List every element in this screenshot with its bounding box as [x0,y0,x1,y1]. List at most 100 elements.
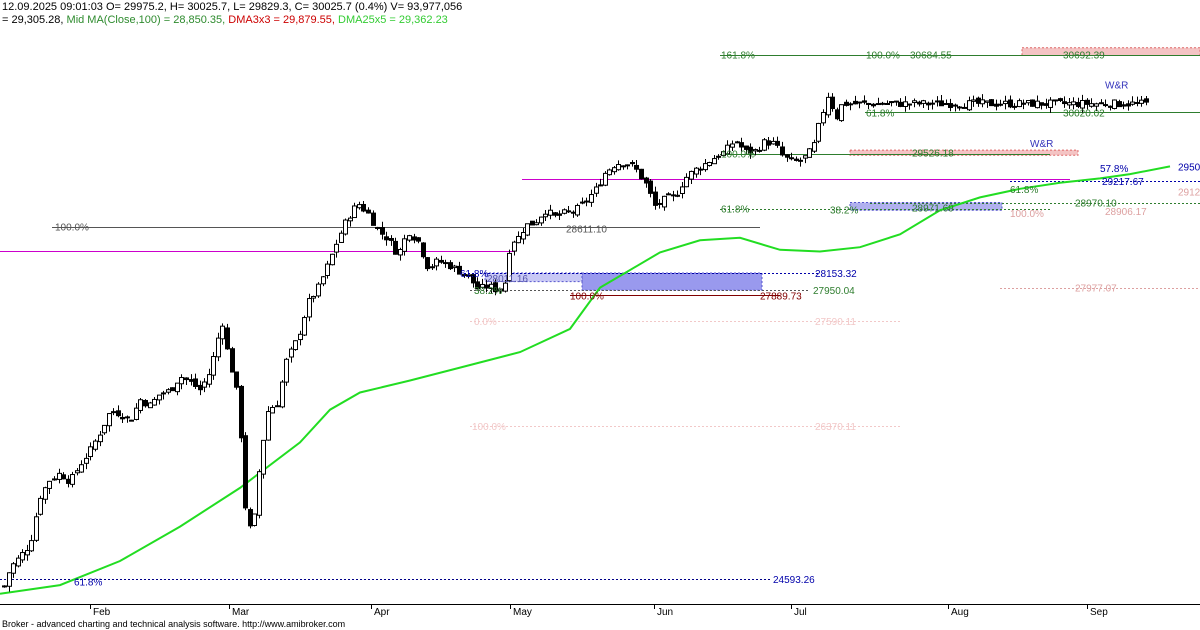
candle-body [912,100,917,104]
candle-body [616,164,621,171]
candle-body [989,99,994,107]
level-label: 38.2% [474,286,502,297]
candle-body [402,238,407,252]
level-label: 2912 [1178,187,1200,198]
candle-body [211,356,216,376]
candle-body [1008,99,1013,108]
candle-body [416,237,421,242]
candle-body [266,411,271,441]
candle-body [848,103,853,106]
candle-body [239,385,244,439]
candle-body [366,209,371,214]
candle-body [230,348,235,373]
candle-body [261,439,266,475]
candle-body [466,274,471,277]
level-label: 61.8% [721,205,749,216]
level-label: 30692.39 [1063,51,1105,62]
candle-body [70,474,75,485]
candle-body [452,265,457,269]
candle-body [1044,103,1049,106]
candle-body [334,243,339,253]
candle-body [548,209,553,216]
candle-body [1048,99,1053,108]
level-label: 38.2% [830,205,858,216]
candle-body [1121,104,1126,107]
x-tick-label: Apr [374,607,390,618]
level-label: 29526.18 [912,149,954,160]
candle-body [866,102,871,105]
candle-body [1067,102,1072,106]
level-label: 61.8% [1010,185,1038,196]
candle-body [903,101,908,107]
candle-body [716,155,721,158]
candle-body [835,109,840,120]
candle-body [553,212,558,216]
candle-body [389,238,394,241]
candle-body [735,141,740,144]
candle-body [926,102,931,106]
candle-body [657,202,662,205]
candle-body [1085,99,1090,105]
level-label: 28153.32 [815,269,857,280]
candle-body [1062,101,1067,105]
level-label: 26370.11 [815,422,856,433]
candle-body [539,216,544,224]
candle-body [630,162,635,165]
price-zone [849,149,1079,156]
x-tick-label: Jul [794,607,807,618]
candle-body [885,102,890,105]
candle-body [1076,101,1081,107]
candle-body [816,122,821,142]
candle-body [448,262,453,270]
candle-body [393,240,398,255]
candle-body [530,220,535,226]
dma3x3-readout: DMA3x3 = 29,879.55, [228,14,339,26]
candle-body [880,102,885,105]
candle-body [757,149,762,152]
candle-body [184,377,189,381]
candle-body [853,100,858,105]
candle-body [794,158,799,161]
candle-body [161,392,166,395]
candle-body [898,101,903,107]
candle-body [1053,99,1058,102]
candle-body [766,140,771,146]
candle-body [684,176,689,188]
candle-body [739,142,744,148]
level-label: 61.8% [460,269,488,280]
candle-body [826,96,831,116]
candle-body [207,374,212,385]
candle-body [375,226,380,229]
x-tick-label: Aug [951,607,969,618]
level-label: 100.0% [1010,209,1044,220]
level-label: W&R [1030,139,1053,150]
candle-body [771,140,776,145]
candle-body [976,97,981,104]
candle-body [20,552,25,561]
candle-body [971,99,976,102]
level-label: 61.8% [866,108,894,119]
candle-body [421,242,426,258]
candle-body [343,219,348,235]
ohlc-readout: 12.09.2025 09:01:03 O= 29975.2, H= 30025… [2,1,463,13]
level-label: 161.8% [721,51,755,62]
candle-body [352,205,357,219]
candle-body [493,282,498,293]
x-tick-label: Jun [657,607,673,618]
candle-body [1012,105,1017,108]
candle-body [939,100,944,107]
candle-body [129,419,134,422]
level-label: 27590.11 [815,317,856,328]
price-zone [849,202,1003,211]
candle-body [944,103,949,106]
candle-body [807,148,812,158]
candle-body [594,186,599,194]
candle-body [357,204,362,209]
candle-body [525,223,530,236]
candle-body [2,585,7,588]
candle-body [703,163,708,171]
candle-body [302,317,307,336]
candle-body [534,222,539,226]
candle-body [844,101,849,106]
